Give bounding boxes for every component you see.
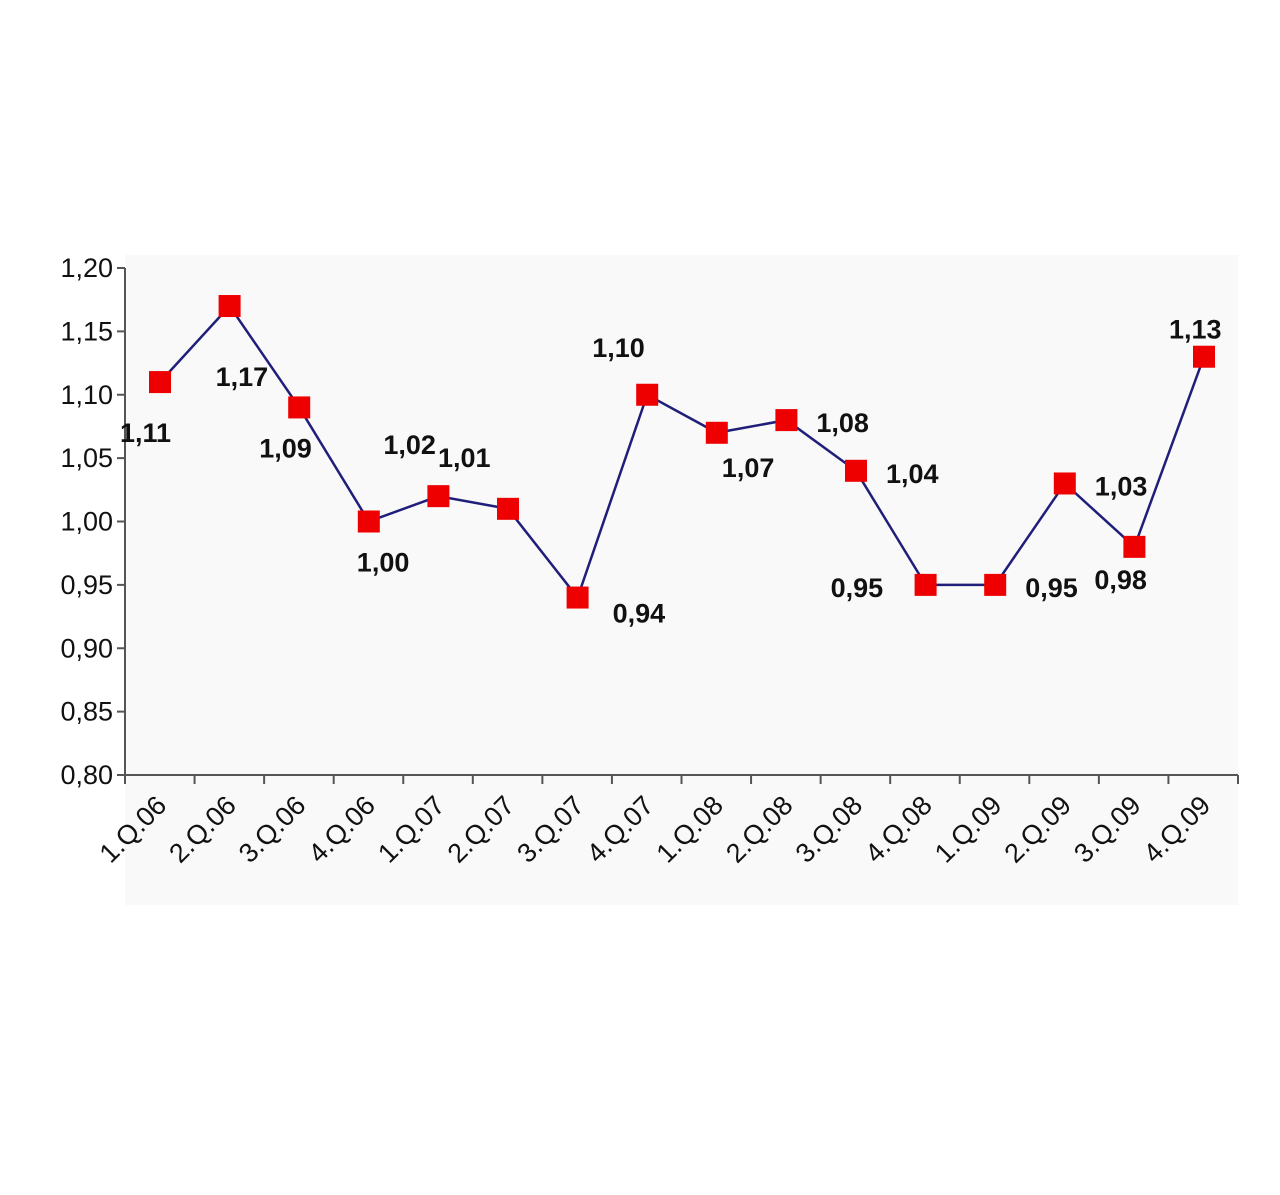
data-point-marker (845, 459, 867, 482)
data-label: 1,00 (357, 548, 410, 578)
y-tick-label: 0,80 (60, 760, 113, 790)
y-tick-label: 1,05 (60, 443, 113, 473)
data-label: 1,07 (722, 453, 775, 483)
data-point-marker (566, 586, 589, 609)
data-label: 0,95 (1025, 573, 1078, 603)
data-label: 1,11 (120, 418, 171, 448)
data-label: 1,17 (216, 362, 269, 392)
data-point-marker (636, 383, 659, 406)
y-axis: 0,80 0,85 0,90 0,95 1,00 1,05 1,10 1,15 1,20 (60, 253, 126, 790)
data-label: 1,03 (1095, 471, 1148, 501)
y-tick-label: 1,20 (60, 253, 113, 283)
y-tick-label: 1,00 (60, 507, 113, 537)
plot-area (125, 255, 1238, 905)
data-point-marker (149, 371, 171, 394)
data-point-marker (705, 421, 728, 444)
data-label: 1,09 (259, 433, 312, 463)
y-tick-label: 1,15 (60, 316, 113, 346)
data-label: 1,08 (816, 408, 869, 438)
data-label: 1,02 (383, 430, 436, 460)
plot-area-fill (125, 255, 1238, 905)
data-point-marker (1193, 345, 1215, 368)
y-tick-label: 1,10 (60, 380, 113, 410)
data-point-marker (357, 510, 380, 533)
data-point-marker (1123, 535, 1146, 558)
data-label: 1,13 (1169, 315, 1222, 345)
series-line (159, 304, 1206, 601)
y-tick-label: 0,90 (60, 633, 113, 663)
data-point-marker (427, 485, 450, 508)
data-point-marker (497, 497, 519, 520)
data-point-marker (775, 409, 798, 432)
y-tick-label: 0,85 (60, 697, 113, 727)
data-point-marker (914, 573, 937, 596)
y-tick-label: 0,95 (60, 570, 113, 600)
data-label: 1,04 (886, 459, 939, 489)
series-polyline (159, 304, 1206, 601)
data-label: 1,10 (592, 333, 645, 363)
data-point-marker (1053, 472, 1076, 495)
data-point-marker (218, 295, 241, 318)
data-point-marker (288, 396, 311, 419)
data-label: 0,94 (613, 599, 666, 629)
data-point-marker (984, 573, 1007, 596)
data-label: 0,95 (831, 573, 884, 603)
data-labels: 1,11 1,17 1,09 1,00 1,02 1,01 0,94 1,10 1,07 1,08… (120, 315, 1222, 629)
data-label: 0,98 (1094, 565, 1147, 595)
data-markers (149, 295, 1215, 609)
data-label: 1,01 (438, 443, 491, 473)
